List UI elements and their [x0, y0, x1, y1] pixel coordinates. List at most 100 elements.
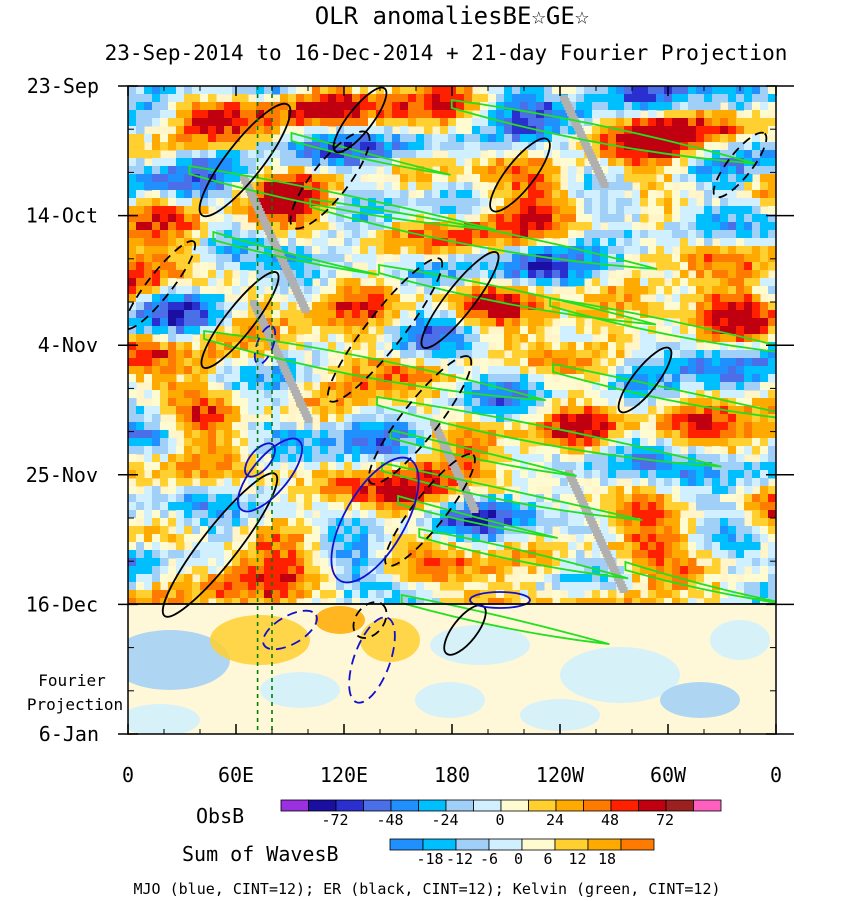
olr-cell [392, 166, 401, 175]
olr-cell [152, 406, 161, 415]
olr-cell [192, 102, 201, 111]
olr-cell [240, 238, 249, 247]
olr-cell [128, 342, 137, 351]
olr-cell [400, 486, 409, 495]
olr-cell [704, 438, 713, 447]
olr-cell [368, 102, 377, 111]
olr-cell [752, 262, 761, 271]
olr-cell [632, 510, 641, 519]
olr-cell [640, 558, 649, 567]
olr-cell [408, 118, 417, 127]
olr-cell [448, 470, 457, 479]
olr-cell [360, 246, 369, 255]
olr-cell [760, 382, 769, 391]
olr-cell [128, 270, 137, 279]
olr-cell [744, 406, 753, 415]
olr-cell [664, 406, 673, 415]
olr-cell [648, 110, 657, 119]
olr-cell [360, 526, 369, 535]
olr-cell [640, 342, 649, 351]
olr-cell [432, 246, 441, 255]
olr-cell [264, 310, 273, 319]
olr-cell [696, 302, 705, 311]
olr-cell [176, 166, 185, 175]
olr-cell [624, 302, 633, 311]
olr-cell [152, 310, 161, 319]
olr-cell [320, 286, 329, 295]
olr-cell [416, 198, 425, 207]
olr-cell [408, 494, 417, 503]
olr-cell [560, 598, 569, 604]
olr-cell [232, 246, 241, 255]
olr-cell [504, 102, 513, 111]
olr-cell [128, 430, 137, 439]
olr-cell [288, 550, 297, 559]
olr-cell [656, 102, 665, 111]
olr-cell [248, 598, 257, 604]
olr-cell [560, 374, 569, 383]
olr-cell [568, 414, 577, 423]
olr-cell [464, 294, 473, 303]
olr-cell [352, 238, 361, 247]
olr-cell [344, 238, 353, 247]
olr-cell [680, 326, 689, 335]
olr-cell [680, 222, 689, 231]
olr-cell [152, 494, 161, 503]
olr-cell [248, 318, 257, 327]
olr-cell [160, 558, 169, 567]
olr-cell [664, 358, 673, 367]
olr-cell [688, 94, 697, 103]
olr-cell [560, 142, 569, 151]
olr-cell [440, 574, 449, 583]
olr-cell [296, 118, 305, 127]
olr-cell [248, 422, 257, 431]
olr-cell [328, 166, 337, 175]
olr-cell [568, 214, 577, 223]
olr-cell [376, 366, 385, 375]
olr-cell [432, 182, 441, 191]
olr-cell [240, 526, 249, 535]
olr-cell [496, 566, 505, 575]
olr-cell [312, 246, 321, 255]
olr-cell [608, 190, 617, 199]
olr-cell [320, 510, 329, 519]
olr-cell [232, 542, 241, 551]
olr-cell [624, 390, 633, 399]
olr-cell [760, 582, 769, 591]
olr-cell [712, 398, 721, 407]
olr-cell [600, 302, 609, 311]
olr-cell [216, 558, 225, 567]
olr-cell [632, 486, 641, 495]
olr-cell [432, 350, 441, 359]
olr-cell [592, 414, 601, 423]
olr-cell [568, 158, 577, 167]
olr-cell [296, 342, 305, 351]
olr-cell [624, 94, 633, 103]
olr-cell [760, 502, 769, 511]
olr-cell [408, 406, 417, 415]
olr-cell [568, 230, 577, 239]
olr-cell [688, 198, 697, 207]
olr-cell [760, 518, 769, 527]
olr-cell [336, 366, 345, 375]
olr-cell [592, 310, 601, 319]
olr-cell [384, 166, 393, 175]
olr-cell [456, 526, 465, 535]
olr-cell [320, 470, 329, 479]
olr-cell [392, 390, 401, 399]
olr-cell [312, 326, 321, 335]
olr-cell [264, 342, 273, 351]
olr-cell [728, 430, 737, 439]
olr-cell [560, 222, 569, 231]
olr-cell [304, 486, 313, 495]
olr-cell [176, 446, 185, 455]
olr-cell [552, 582, 561, 591]
olr-cell [536, 270, 545, 279]
olr-cell [544, 342, 553, 351]
olr-cell [752, 342, 761, 351]
olr-cell [176, 406, 185, 415]
olr-cell [296, 534, 305, 543]
olr-cell [264, 558, 273, 567]
olr-cell [184, 502, 193, 511]
olr-cell [216, 454, 225, 463]
